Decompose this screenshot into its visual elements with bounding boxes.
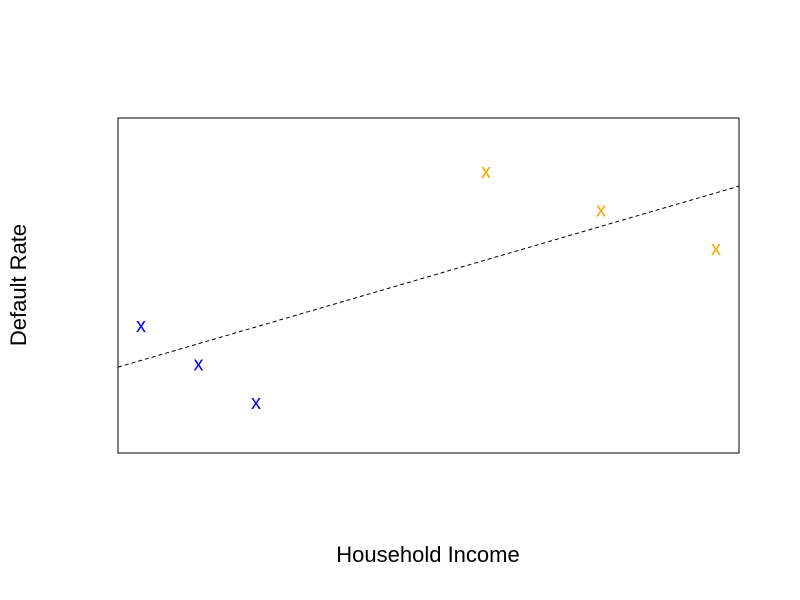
plot-area: x x x x x x [117,161,740,414]
plot-frame [117,117,740,454]
y-axis-title: Default Rate [6,224,31,346]
data-point-0-0: x [136,315,146,337]
data-point-0-1: x [194,353,204,375]
trend-line [117,185,740,368]
data-point-1-2: x [711,238,721,260]
x-axis-title: Household Income [336,542,519,567]
data-point-0-2: x [251,392,261,414]
data-point-1-0: x [481,161,491,183]
data-point-1-1: x [596,199,606,221]
